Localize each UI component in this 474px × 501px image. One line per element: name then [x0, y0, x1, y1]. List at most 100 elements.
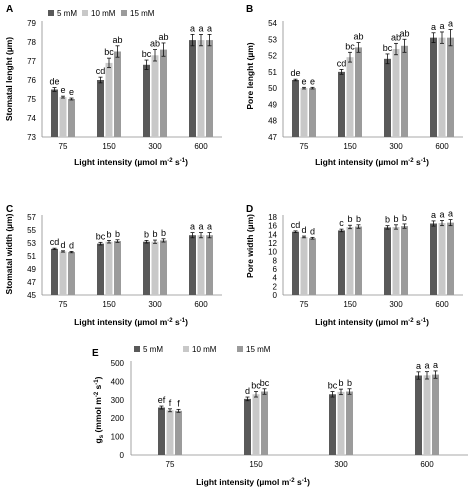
significance-letter: bc — [383, 43, 393, 53]
y-tick-label: 0 — [120, 451, 125, 460]
bar — [346, 57, 354, 138]
panel-e-ylabel: gs (mmol m-2 s-1) — [93, 376, 105, 443]
bar — [338, 71, 345, 137]
y-tick-label: 76 — [27, 76, 36, 85]
significance-letter: a — [448, 209, 453, 219]
y-tick-label: 47 — [27, 278, 36, 287]
panel-e-label: E — [92, 348, 99, 359]
y-tick-label: 49 — [268, 100, 277, 109]
significance-letter: a — [433, 360, 438, 370]
bar — [346, 226, 354, 295]
bar — [160, 240, 167, 295]
bar — [175, 410, 182, 455]
significance-letter: a — [198, 222, 203, 232]
bar — [252, 394, 260, 455]
significance-letter: a — [190, 222, 195, 232]
bar — [300, 236, 308, 295]
bar — [292, 80, 299, 137]
bar — [97, 243, 104, 295]
bar — [309, 238, 316, 295]
bar — [447, 37, 454, 137]
significance-letter: f — [169, 398, 172, 408]
bar — [292, 231, 299, 295]
significance-letter: f — [177, 398, 180, 408]
y-tick-label: 54 — [268, 19, 277, 28]
legend-label-10mm: 10 mM — [192, 345, 217, 354]
x-tick-label: 300 — [334, 460, 348, 469]
bar — [114, 241, 121, 295]
bar — [430, 223, 437, 295]
bar — [197, 40, 205, 137]
panel-a: A Stomatal lenght (µm) Light intensity (… — [4, 4, 188, 167]
x-tick-label: 150 — [343, 300, 357, 309]
significance-letter: b — [115, 229, 120, 239]
y-tick-label: 74 — [27, 114, 36, 123]
x-tick-label: 300 — [148, 300, 162, 309]
bar — [105, 62, 113, 137]
bar — [160, 49, 167, 137]
significance-letter: d — [310, 226, 315, 236]
significance-letter: e — [310, 76, 315, 86]
y-tick-label: 2 — [273, 282, 278, 291]
panel-b-xlabel: Light intensity (µmol m-2 s-1) — [315, 157, 429, 167]
bar — [355, 226, 362, 295]
x-tick-label: 300 — [389, 300, 403, 309]
y-tick-label: 78 — [27, 38, 36, 47]
y-tick-label: 73 — [27, 133, 36, 142]
panel-d-xlabel: Light intensity (µmol m-2 s-1) — [315, 317, 429, 327]
bar — [392, 49, 400, 137]
legend-swatch-10mm — [82, 10, 88, 16]
bar — [151, 241, 159, 295]
significance-letter: ef — [158, 395, 166, 405]
significance-letter: cd — [291, 220, 301, 230]
significance-letter: b — [385, 215, 390, 225]
bar — [189, 235, 196, 295]
panel-b: B Pore lenght (µm) Light intensity (µmol… — [245, 4, 429, 167]
bar — [355, 47, 362, 137]
significance-letter: de — [290, 68, 300, 78]
x-tick-label: 300 — [148, 142, 162, 151]
bar — [384, 58, 391, 138]
panel-c-ylabel: Stomatal width (µm) — [4, 213, 14, 294]
significance-letter: ab — [150, 39, 160, 49]
significance-letter: cd — [96, 66, 106, 76]
y-tick-label: 16 — [268, 222, 277, 231]
y-tick-label: 4 — [273, 274, 278, 283]
bar — [384, 227, 391, 295]
legend-label-10mm: 10 mM — [91, 9, 116, 18]
significance-letter: ab — [158, 32, 168, 42]
bar — [438, 223, 446, 295]
significance-letter: bc — [345, 41, 355, 51]
bar — [51, 89, 58, 137]
bar — [261, 391, 268, 455]
bar — [401, 45, 408, 137]
bar — [447, 222, 454, 295]
x-tick-label: 150 — [249, 460, 263, 469]
x-tick-label: 75 — [59, 300, 68, 309]
y-tick-label: 47 — [268, 133, 277, 142]
x-tick-label: 600 — [420, 460, 434, 469]
significance-letter: b — [144, 229, 149, 239]
bar — [151, 55, 159, 137]
x-tick-label: 75 — [166, 460, 175, 469]
significance-letter: bc — [251, 381, 261, 391]
x-tick-label: 75 — [300, 300, 309, 309]
bar — [59, 97, 67, 137]
legend-swatch-15mm — [121, 10, 127, 16]
panel-d-ylabel: Pore width (µm) — [245, 214, 255, 278]
panel-b-ylabel: Pore lenght (µm) — [245, 42, 255, 109]
y-tick-label: 50 — [268, 84, 277, 93]
panel-e-xlabel: Light intensity (µmol m-2 s-1) — [196, 477, 310, 487]
significance-letter: e — [301, 76, 306, 86]
y-tick-label: 10 — [268, 248, 277, 257]
y-tick-label: 12 — [268, 239, 277, 248]
significance-letter: a — [190, 23, 195, 33]
legend-label-5mm: 5 mM — [57, 9, 77, 18]
significance-letter: ab — [112, 35, 122, 45]
bar — [430, 37, 437, 137]
